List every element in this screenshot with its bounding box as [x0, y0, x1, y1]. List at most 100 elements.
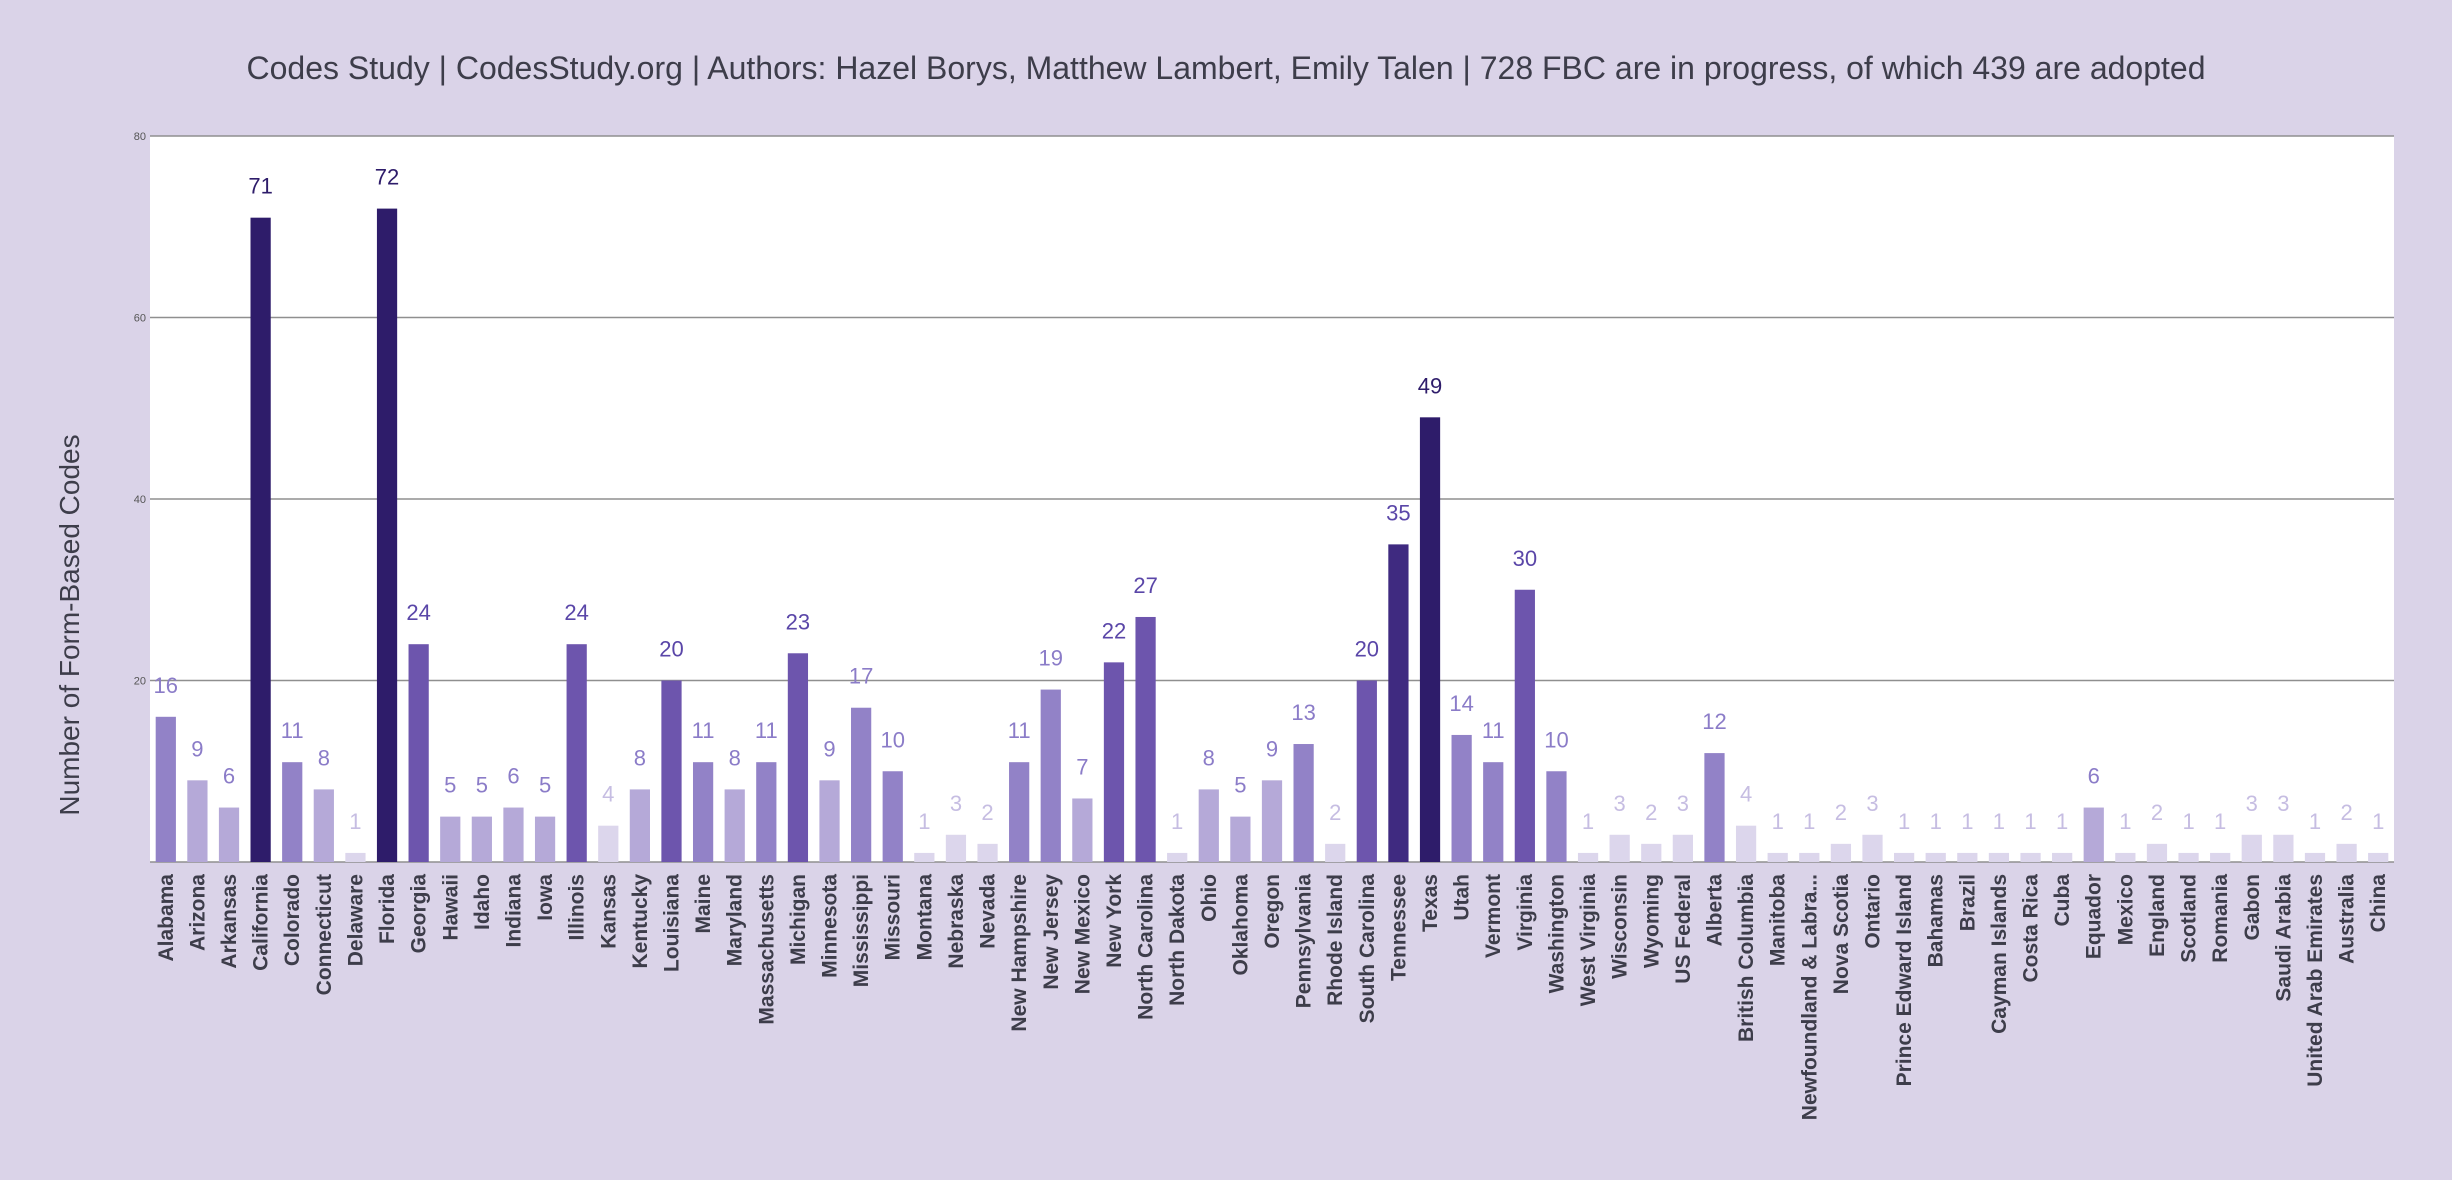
bar [1451, 734, 1472, 862]
data-label: 22 [1102, 618, 1126, 643]
category-label: Newfoundland & Labra... [1798, 874, 1821, 1120]
bar [534, 816, 556, 862]
category-label: Wyoming [1640, 874, 1663, 968]
category-label: Maine [692, 874, 715, 934]
category-label: Montana [913, 874, 936, 961]
data-label: 1 [1898, 809, 1910, 834]
bar [756, 762, 777, 862]
data-label: 6 [2088, 764, 2100, 789]
category-label: Missouri [882, 874, 905, 960]
category-label: Alabama [155, 874, 178, 962]
category-label: Ontario [1862, 874, 1885, 949]
category-label: US Federal [1672, 874, 1695, 984]
category-label: Scotland [2178, 874, 2201, 963]
bar [503, 807, 524, 862]
data-label: 5 [539, 773, 551, 798]
bar [914, 852, 935, 862]
data-label: 2 [1329, 800, 1341, 825]
data-label: 10 [880, 727, 904, 752]
bar [1167, 852, 1188, 862]
category-label: Australia [2336, 874, 2359, 964]
data-label: 24 [406, 600, 430, 625]
category-label: Michigan [787, 874, 810, 965]
data-label: 14 [1449, 691, 1473, 716]
bar [724, 789, 745, 862]
category-label: Iowa [534, 874, 557, 921]
bar [1735, 825, 1757, 862]
bar [2083, 807, 2104, 862]
data-label: 1 [1171, 809, 1183, 834]
category-label: Gabon [2241, 874, 2264, 941]
bar [661, 680, 682, 862]
data-label: 11 [1482, 718, 1505, 743]
category-label: Connecticut [313, 874, 336, 995]
bars [155, 208, 2389, 863]
category-label: Massachusetts [755, 874, 778, 1025]
category-label: Washington [1545, 874, 1568, 993]
category-label: Hawaii [439, 874, 462, 941]
bar [1799, 852, 1820, 862]
data-label: 19 [1039, 646, 1063, 671]
data-label: 1 [2056, 809, 2068, 834]
bar [376, 208, 398, 863]
category-label: Utah [1451, 874, 1474, 921]
category-label: West Virginia [1577, 874, 1600, 1007]
data-label: 72 [375, 165, 399, 190]
data-label: 5 [444, 773, 456, 798]
chart-header: Codes Study | CodesStudy.org | Authors: … [246, 50, 2206, 86]
data-label: 71 [248, 174, 272, 199]
category-label: Mississippi [850, 874, 873, 987]
bar [1483, 762, 1504, 862]
bar [1293, 744, 1314, 862]
bar [187, 780, 208, 862]
bar [250, 217, 271, 863]
data-label: 8 [1203, 745, 1215, 770]
data-label: 3 [2277, 791, 2289, 816]
category-label: Prince Edward Island [1893, 874, 1916, 1086]
data-label: 1 [349, 809, 361, 834]
bar [1103, 662, 1125, 862]
data-label: 1 [1930, 809, 1942, 834]
bar [1862, 834, 1883, 862]
data-label: 6 [507, 764, 519, 789]
data-label: 1 [1993, 809, 2005, 834]
bar [1988, 852, 2010, 862]
data-label: 24 [564, 600, 588, 625]
data-label: 3 [950, 791, 962, 816]
bar [2146, 843, 2168, 862]
category-label: Equador [2083, 874, 2106, 959]
bar [1704, 753, 1725, 862]
bar [2241, 834, 2262, 862]
category-label: North Carolina [1135, 874, 1158, 1020]
bar [1893, 852, 1915, 862]
bar [2020, 852, 2041, 862]
data-label: 1 [2372, 809, 2384, 834]
data-label: 23 [786, 609, 810, 634]
category-label: New Mexico [1071, 874, 1094, 994]
category-label: Arkansas [218, 874, 241, 969]
data-label: 49 [1418, 373, 1442, 398]
y-tick-label: 80 [134, 131, 146, 143]
data-label: 17 [849, 664, 873, 689]
category-label: Maryland [724, 874, 747, 966]
data-label: 11 [692, 718, 715, 743]
data-label: 2 [1835, 800, 1847, 825]
bar [1767, 852, 1788, 862]
bar [155, 716, 176, 862]
category-label: Illinois [566, 874, 589, 941]
bar [1198, 789, 1219, 862]
category-label: Virginia [1514, 874, 1537, 951]
bar [2336, 843, 2357, 862]
bar [787, 653, 809, 862]
data-label: 12 [1702, 709, 1726, 734]
data-label: 30 [1513, 546, 1537, 571]
category-label: Arizona [186, 874, 209, 951]
category-label: Idaho [471, 874, 494, 930]
bar [819, 780, 840, 862]
category-label: England [2146, 874, 2169, 957]
bar [1672, 834, 1693, 862]
bar [566, 644, 587, 862]
bar [2368, 852, 2389, 862]
data-label: 2 [2340, 800, 2352, 825]
data-label: 6 [223, 764, 235, 789]
